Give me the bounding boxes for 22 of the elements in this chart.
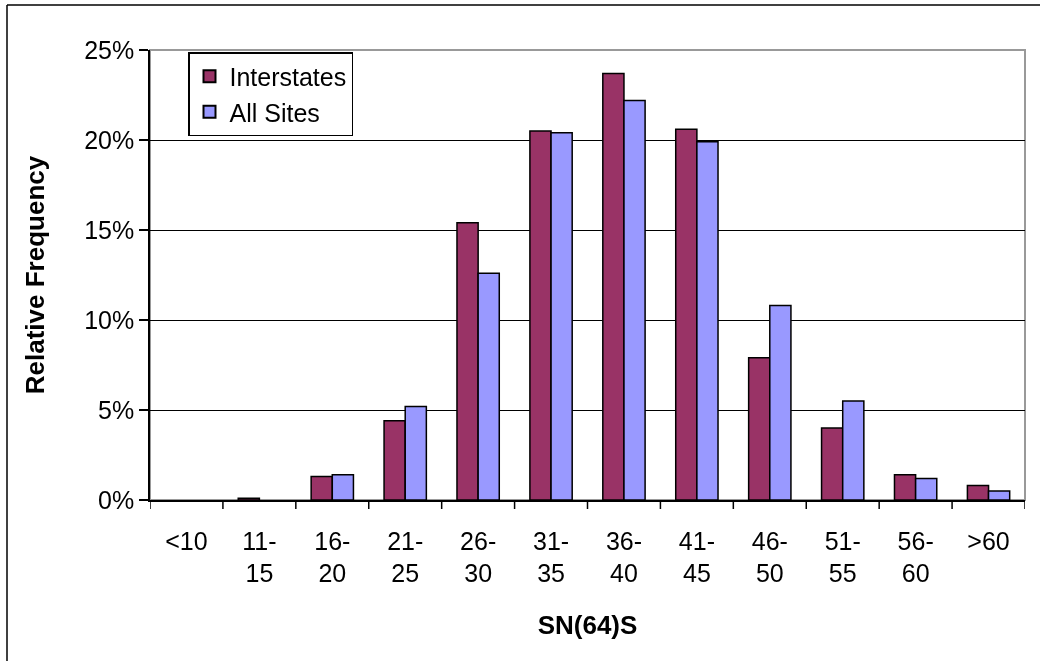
y-axis-title: Relative Frequency — [20, 155, 51, 395]
x-tick-label: 46-50 — [751, 526, 788, 588]
x-tick-label: 36-40 — [605, 526, 643, 588]
legend-label: Interstates — [229, 63, 347, 91]
y-tick-label: 20% — [84, 125, 135, 154]
y-tick-label: 5% — [98, 395, 135, 424]
x-tick-label: 21-25 — [387, 526, 424, 588]
x-tick-label: 16-20 — [314, 526, 351, 588]
x-tick-label: 26-30 — [460, 526, 497, 588]
x-tick-label: 56-60 — [897, 526, 934, 588]
y-tick-label: 15% — [84, 215, 135, 244]
y-tick-label: 25% — [84, 35, 135, 64]
x-tick-label: 51-55 — [824, 526, 861, 588]
x-tick-label: 31-35 — [532, 526, 570, 588]
x-axis-title: SN(64)S — [537, 610, 638, 641]
x-tick-label: <10 — [165, 526, 208, 555]
x-tick-label: 11-15 — [242, 526, 277, 588]
x-tick-label: 41-45 — [678, 526, 715, 588]
legend-label: All Sites — [229, 98, 320, 127]
y-tick-label: 10% — [84, 305, 135, 334]
y-tick-label: 0% — [98, 485, 135, 514]
x-tick-label: >60 — [967, 526, 1010, 555]
